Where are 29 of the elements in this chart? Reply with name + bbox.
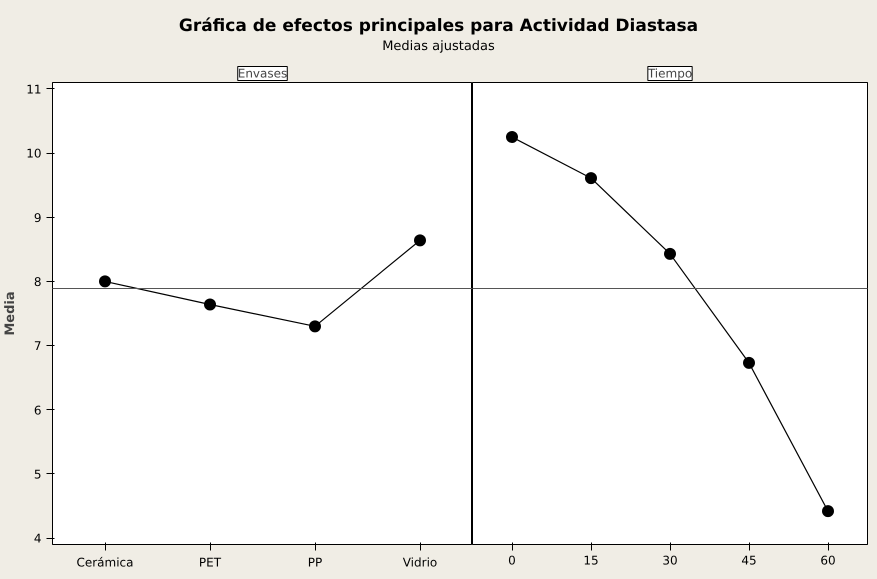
point	[309, 320, 321, 332]
point	[822, 505, 834, 518]
y-tick-label: 9	[34, 210, 42, 225]
point	[204, 298, 216, 311]
x-tick-label: 30	[662, 554, 678, 568]
x-tick-label: 15	[583, 554, 599, 568]
x-tick-label: 60	[820, 554, 836, 568]
y-tick-label: 11	[26, 82, 42, 96]
point	[414, 234, 426, 246]
y-tick-label: 8	[34, 274, 42, 289]
y-tick-label: 4	[34, 532, 42, 546]
x-tick-label: PET	[198, 556, 222, 570]
y-tick-label: 7	[34, 339, 42, 354]
y-tick-label: 10	[26, 146, 42, 161]
point	[99, 275, 111, 288]
x-tick-label: 45	[741, 554, 757, 568]
x-tick-label: Cerámica	[76, 556, 134, 570]
y-tick-label: 6	[34, 403, 42, 418]
point	[506, 131, 518, 144]
point	[743, 356, 755, 369]
x-tick-label: PP	[308, 556, 322, 570]
x-tick-label: Vidrio	[402, 556, 438, 570]
y-tick-label: 5	[34, 467, 42, 482]
point	[664, 248, 676, 260]
x-tick-label: 0	[508, 554, 516, 568]
y-axis-title: Media	[3, 291, 18, 336]
chart-subtitle: Medias ajustadas	[381, 38, 496, 56]
point	[585, 172, 597, 184]
chart-title: Gráfica de efectos principales para Actividad Diastasa	[178, 15, 700, 38]
